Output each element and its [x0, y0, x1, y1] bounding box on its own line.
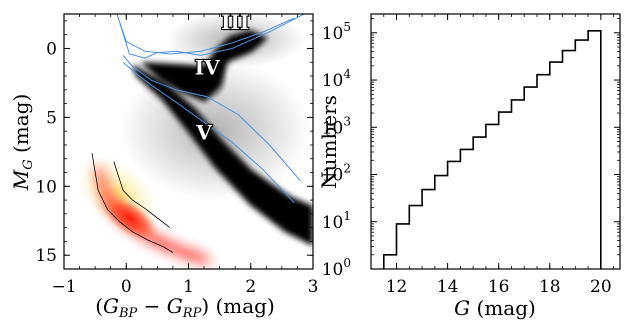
cmd-ytick-label: 10: [35, 177, 57, 197]
cmd-xtick-label: 1: [183, 277, 194, 297]
cmd-ylabel: MG (mag): [9, 94, 36, 192]
hist-ytick-label: 100: [322, 256, 351, 280]
hist-ticks: 12 14 16 18 20 100 101 102 103 104 105: [322, 14, 620, 297]
hist-xtick-label: 12: [386, 277, 408, 297]
wd-cooling-curve: [113, 161, 171, 228]
hist-frame: [370, 13, 621, 270]
luminosity-class-label: III: [221, 10, 249, 34]
hist-ytick-label: 105: [322, 20, 351, 44]
isochrone-line: [122, 61, 295, 204]
hist-xtick-label: 18: [539, 277, 561, 297]
hist-ytick-label: 104: [322, 67, 352, 91]
cmd-ticks: −1 0 1 2 3 0 5 10 15: [35, 14, 318, 297]
cmd-xtick-label: 2: [245, 277, 256, 297]
luminosity-class-label: IV: [195, 56, 220, 80]
cmd-density: [75, 14, 313, 265]
isochrone-line: [119, 14, 306, 59]
wd-curves: [91, 153, 174, 253]
main-sequence-band: [132, 64, 313, 246]
cmd-ytick-label: 0: [46, 39, 57, 59]
cmd-xlabel: (GBP − GRP) (mag): [95, 294, 275, 321]
wd-core: [100, 194, 160, 242]
hist-step-line: [383, 30, 602, 269]
wd-cooling-curve: [91, 153, 174, 253]
cmd-xtick-label: −1: [51, 277, 76, 297]
subgiant-clump: [196, 56, 228, 100]
hist-xlabel: G (mag): [454, 296, 536, 320]
isochrone-line: [122, 55, 301, 182]
hist-ytick-label: 103: [322, 114, 351, 138]
hist-panel: 12 14 16 18 20 100 101 102 103 104 105 G (mag) Num…: [317, 13, 621, 320]
hist-ylabel: Numbers: [317, 95, 341, 189]
hist-ytick-label: 102: [322, 162, 351, 186]
hist-ytick-label: 101: [322, 209, 351, 233]
cmd-xtick-label: 0: [121, 277, 132, 297]
cmd-ytick-label: 15: [35, 246, 57, 266]
hist-xtick-label: 16: [488, 277, 510, 297]
cmd-ytick-label: 5: [46, 108, 57, 128]
cmd-xtick-label: 3: [308, 277, 319, 297]
hist-xtick-label: 14: [437, 277, 459, 297]
hist-xtick-label: 20: [590, 277, 612, 297]
luminosity-class-label: V: [195, 120, 212, 144]
isochrones: [116, 14, 306, 204]
